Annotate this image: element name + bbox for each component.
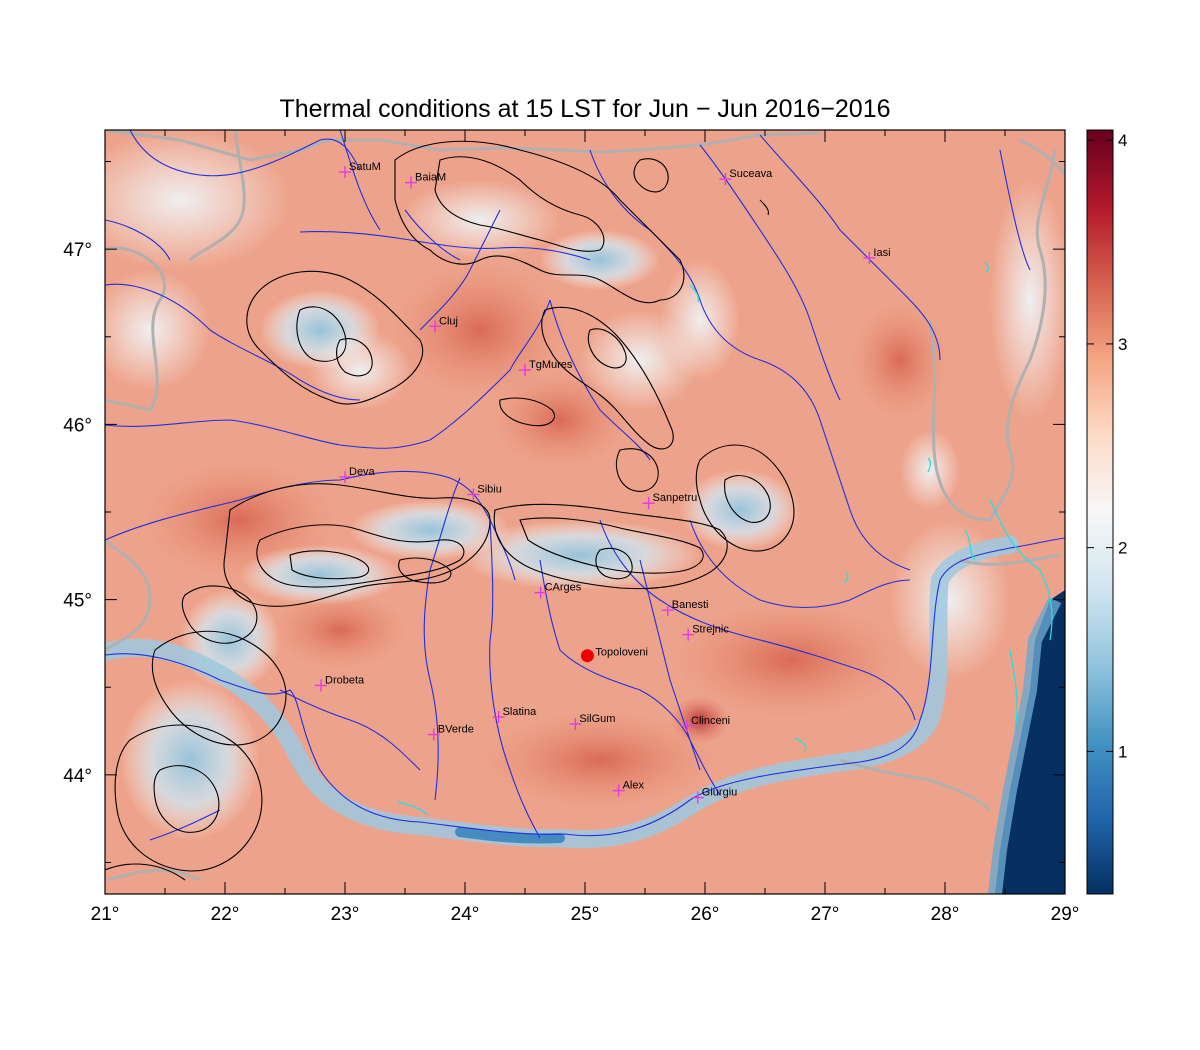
lon-tick-label: 28° (931, 904, 960, 925)
city-label: Cluj (439, 315, 458, 327)
city-marker-giurgiu: Giurgiu (691, 787, 737, 804)
city-label: Clinceni (691, 715, 730, 727)
city-marker-tgmures: TgMures (519, 359, 573, 377)
city-marker-strejnic: Strejnic (682, 624, 729, 641)
city-label: Drobeta (325, 674, 365, 686)
city-marker-banesti: Banesti (661, 599, 709, 617)
danube-cool-band (105, 536, 1019, 849)
map-axis-labels: 21° 22° 23° 24° 25° 26° 27° 28° 29° 44° 45° 46° 47° (63, 240, 1079, 925)
city-label: Banesti (672, 599, 709, 611)
city-label: Alex (623, 780, 645, 792)
lon-tick-label: 23° (331, 904, 360, 925)
city-marker-carges: CArges (534, 582, 582, 599)
city-label: BVerde (438, 724, 474, 736)
city-markers: SatuM BaiaM Suceava Iasi Cluj TgMures Deva Sibi… (315, 161, 891, 804)
highlight-point: Topoloveni (580, 647, 648, 663)
map-plot-area: SatuM BaiaM Suceava Iasi Cluj TgMures Deva Sibi… (105, 130, 1065, 894)
lon-tick-label: 25° (571, 904, 600, 925)
city-marker-sanpetru: Sanpetru (642, 492, 698, 510)
city-label: Giurgiu (702, 787, 737, 799)
colorbar-gradient (1087, 130, 1113, 894)
lakes-coastline (397, 261, 1053, 816)
city-label: SilGum (579, 713, 615, 725)
lat-tick-label: 47° (63, 240, 92, 261)
colorbar-tick-label: 4 (1118, 131, 1127, 150)
city-label: TgMures (529, 359, 573, 371)
lon-tick-label: 26° (691, 904, 720, 925)
city-label: CArges (545, 582, 582, 594)
lon-tick-label: 22° (211, 904, 240, 925)
colorbar-tick-label: 3 (1118, 335, 1127, 354)
city-marker-clinceni: Clinceni (681, 715, 730, 732)
city-marker-silgum: SilGum (569, 713, 615, 731)
map-frame-ticks (104, 130, 1066, 894)
lon-tick-label: 24° (451, 904, 480, 925)
lon-tick-label: 29° (1051, 904, 1080, 925)
city-marker-satum: SatuM (339, 161, 381, 179)
lon-tick-label: 21° (91, 904, 120, 925)
city-marker-deva: Deva (339, 466, 376, 483)
cool-patches (105, 130, 1065, 840)
lat-tick-label: 45° (63, 591, 92, 612)
city-label: Sibiu (477, 483, 501, 495)
city-label: Deva (349, 466, 376, 478)
colorbar: 1 2 3 4 (1086, 129, 1127, 895)
city-marker-iasi: Iasi (863, 247, 891, 264)
lat-tick-label: 44° (63, 766, 92, 787)
colorbar-tick-label: 1 (1118, 742, 1127, 761)
colorbar-frame (1086, 129, 1114, 895)
city-marker-alex: Alex (612, 780, 645, 797)
black-sea (995, 590, 1065, 894)
lon-tick-label: 27° (811, 904, 840, 925)
city-marker-suceava: Suceava (719, 168, 773, 186)
elevation-contours (105, 140, 795, 881)
sea-coast-band (988, 596, 1062, 894)
city-marker-sibiu: Sibiu (467, 483, 502, 501)
city-label: Iasi (873, 247, 890, 259)
city-marker-baiam: BaiaM (405, 172, 446, 189)
city-label: Sanpetru (653, 492, 698, 504)
city-marker-drobeta: Drobeta (315, 674, 365, 692)
lat-tick-label: 46° (63, 415, 92, 436)
city-marker-cluj: Cluj (429, 315, 458, 333)
city-marker-bverde: BVerde (427, 724, 474, 741)
city-label: Suceava (729, 168, 773, 180)
city-label: SatuM (349, 161, 381, 173)
city-label: BaiaM (415, 172, 446, 184)
red-dot-icon (580, 649, 594, 663)
map-title: Thermal conditions at 15 LST for Jun − J… (279, 95, 890, 123)
city-marker-slatina: Slatina (492, 706, 538, 724)
city-label: Strejnic (692, 624, 729, 636)
city-label: Slatina (503, 706, 538, 718)
colorbar-ticks: 1 2 3 4 (1087, 131, 1127, 761)
colorbar-tick-label: 2 (1118, 539, 1127, 558)
danube-cool-core (455, 827, 565, 844)
highlight-point-label: Topoloveni (595, 647, 648, 659)
